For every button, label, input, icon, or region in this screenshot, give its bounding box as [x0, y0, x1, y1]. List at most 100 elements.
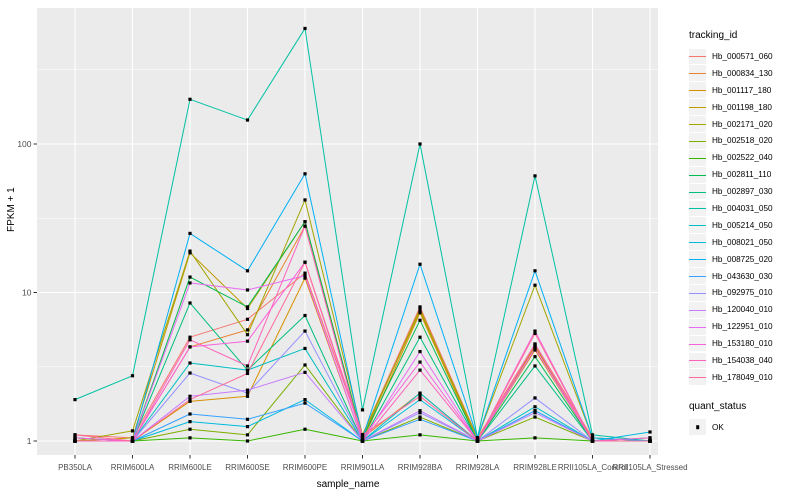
- legend-item-Hb_002171_020: Hb_002171_020: [689, 116, 773, 133]
- legend-item-Hb_008021_050: Hb_008021_050: [689, 234, 773, 251]
- legend-line-icon: [689, 140, 706, 142]
- data-point: [533, 283, 537, 287]
- legend-item-Hb_092975_010: Hb_092975_010: [689, 284, 773, 301]
- data-point: [245, 368, 250, 372]
- legend-line-icon: [689, 174, 706, 176]
- data-point: [245, 328, 250, 332]
- legend-line-icon: [689, 191, 706, 193]
- legend-key-swatch: [689, 251, 706, 268]
- data-point: [533, 436, 537, 440]
- legend-quant-title: quant_status: [689, 400, 747, 412]
- legend-key-swatch: [689, 318, 706, 335]
- y-tick-label: 1: [27, 436, 32, 446]
- legend-item-Hb_178049_010: Hb_178049_010: [689, 369, 773, 386]
- legend-key-swatch: [689, 285, 706, 301]
- legend-item-label: Hb_005214_050: [712, 220, 773, 230]
- data-point: [303, 260, 307, 264]
- x-tick-label: RRIM600LA: [111, 463, 155, 472]
- y-axis-title: FPKM + 1: [6, 187, 17, 232]
- x-tick-label: RRIM928LA: [456, 463, 500, 472]
- legend-item-label: Hb_008725_020: [712, 254, 773, 264]
- data-point: [533, 396, 537, 400]
- legend-line-icon: [689, 157, 706, 159]
- data-point: [303, 220, 307, 224]
- legend-item-Hb_000571_060: Hb_000571_060: [689, 48, 773, 65]
- legend-line-icon: [689, 73, 706, 75]
- data-point: [303, 346, 307, 351]
- legend-item-label: Hb_122951_010: [712, 322, 773, 332]
- legend-item-label: Hb_008021_050: [712, 237, 773, 247]
- legend-items: Hb_000571_060 Hb_000834_130 Hb_001117_180 H…: [689, 48, 773, 386]
- y-tick-label: 100: [17, 139, 31, 149]
- legend-item-Hb_043630_030: Hb_043630_030: [689, 268, 773, 285]
- data-point: [245, 371, 250, 376]
- data-point: [73, 439, 77, 443]
- legend-item-Hb_154038_040: Hb_154038_040: [689, 352, 773, 369]
- legend-item-label: Hb_004031_050: [712, 203, 773, 213]
- data-point: [245, 339, 250, 343]
- legend-line-icon: [689, 292, 706, 294]
- data-point: [188, 427, 192, 431]
- data-point: [533, 364, 537, 368]
- data-point: [303, 363, 307, 367]
- legend-key-swatch: [689, 234, 706, 251]
- data-point: [245, 388, 250, 392]
- data-point: [245, 425, 250, 429]
- legend-line-icon: [689, 124, 706, 125]
- data-point: [303, 329, 307, 333]
- data-point: [188, 394, 192, 398]
- x-tick-label: RRIM928LE: [513, 463, 557, 472]
- legend-line-icon: [689, 56, 706, 58]
- legend-item-label: Hb_002522_040: [712, 153, 773, 163]
- legend-item-Hb_002522_040: Hb_002522_040: [689, 149, 773, 166]
- legend-item-Hb_153180_010: Hb_153180_010: [689, 335, 773, 352]
- data-point: [188, 281, 192, 285]
- data-point: [188, 275, 192, 279]
- legend-item-Hb_122951_010: Hb_122951_010: [689, 318, 773, 335]
- data-point: [418, 368, 422, 372]
- legend-key-swatch: [689, 166, 706, 183]
- data-point: [303, 370, 307, 374]
- data-point: [533, 411, 537, 415]
- data-point: [188, 301, 192, 305]
- data-point: [245, 433, 250, 437]
- data-point: [418, 394, 422, 398]
- legend-item-label: Hb_002171_020: [712, 119, 773, 129]
- legend-key-swatch: [689, 352, 706, 369]
- legend-key-swatch: [689, 183, 706, 200]
- data-point: [245, 439, 250, 443]
- data-point: [245, 118, 250, 122]
- legend-key-swatch: [689, 369, 706, 386]
- data-point: [590, 436, 595, 440]
- x-axis-title: sample_name: [316, 479, 380, 490]
- x-tick-label: RRIM600PE: [283, 463, 327, 472]
- legend-quant-block: quant_status OK: [689, 401, 773, 436]
- legend-item-label: Hb_001198_180: [712, 102, 772, 112]
- legend-item-Hb_002518_020: Hb_002518_020: [689, 132, 773, 149]
- data-point: [418, 309, 422, 313]
- data-point: [303, 427, 307, 431]
- data-point: [533, 269, 537, 273]
- data-point: [360, 433, 365, 437]
- data-point: [303, 398, 307, 402]
- legend-line-icon: [689, 225, 706, 227]
- legend-key-swatch: [689, 149, 706, 166]
- data-point: [245, 364, 250, 368]
- data-point: [188, 231, 192, 236]
- legend-item-label: Hb_153180_010: [712, 339, 773, 349]
- legend-line-icon: [689, 90, 706, 92]
- data-point: [303, 401, 307, 405]
- data-point: [418, 262, 422, 266]
- data-point: [245, 306, 250, 311]
- data-point: [418, 433, 422, 437]
- data-point: [418, 349, 422, 354]
- data-point: [245, 288, 250, 292]
- data-point: [245, 305, 250, 309]
- data-point: [533, 409, 537, 413]
- legend-key-swatch: [689, 200, 706, 217]
- legend-line-icon: [689, 326, 706, 328]
- legend-item-label: Hb_000571_060: [712, 51, 773, 61]
- legend-item-label: Hb_092975_010: [712, 288, 773, 298]
- legend-key-swatch: [689, 301, 706, 318]
